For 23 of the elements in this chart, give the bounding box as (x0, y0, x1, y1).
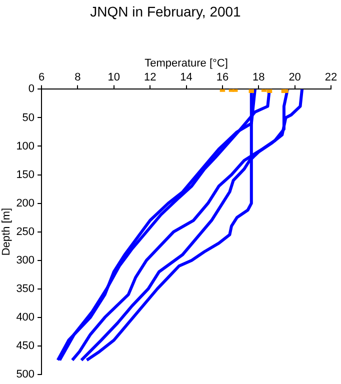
x-tick-label: 8 (74, 72, 81, 84)
x-tick-label: 16 (216, 72, 229, 84)
x-tick-label: 18 (252, 72, 265, 84)
x-axis-title: Temperature [°C] (144, 57, 228, 70)
y-tick-label: 450 (16, 340, 35, 352)
y-tick-label: 50 (22, 112, 35, 124)
y-tick-label: 400 (16, 311, 35, 324)
x-tick-label: 22 (324, 72, 338, 84)
y-tick-label: 300 (16, 254, 35, 266)
y-axis-title: Depth [m] (0, 208, 13, 256)
x-tick-label: 20 (288, 72, 301, 84)
x-tick-label: 12 (144, 72, 156, 84)
y-tick-label: 100 (16, 140, 35, 152)
y-tick-label: 250 (16, 226, 35, 238)
y-tick-label: 0 (28, 83, 35, 96)
y-tick-label: 150 (16, 168, 35, 181)
y-tick-label: 500 (16, 368, 35, 380)
chart-title: JNQN in February, 2001 (90, 3, 242, 20)
x-tick-label: 6 (38, 72, 45, 84)
y-tick-label: 350 (16, 282, 35, 295)
y-tick-label: 200 (16, 197, 35, 210)
x-tick-label: 14 (180, 72, 192, 84)
x-tick-label: 10 (108, 72, 120, 84)
